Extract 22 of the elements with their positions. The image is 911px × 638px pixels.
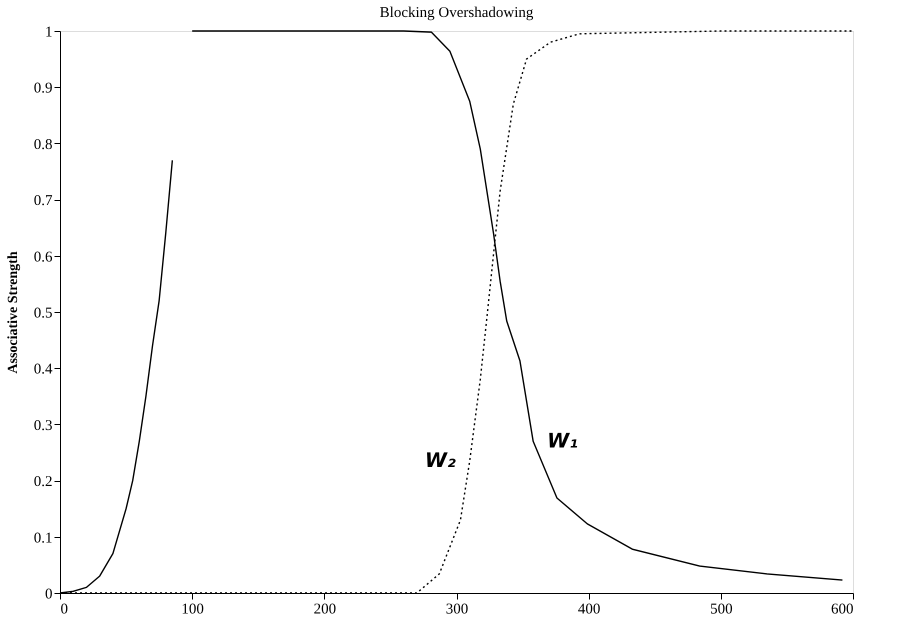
y-tick-label: 0.3 [34, 418, 52, 434]
y-tick-label: 0.1 [34, 530, 52, 546]
chart-title: Blocking Overshadowing [380, 5, 534, 21]
y-tick-label: 0 [45, 586, 52, 602]
x-tick-label: 600 [831, 602, 854, 618]
y-tick-label: 0.5 [34, 306, 52, 322]
y-tick-label: 0.4 [34, 362, 53, 378]
x-tick-label: 500 [710, 602, 733, 618]
series-label: W₁ [547, 428, 578, 452]
y-tick-label: 0.6 [34, 249, 53, 266]
x-tick-label: 400 [578, 602, 600, 618]
y-tick-label: 0.8 [34, 136, 52, 153]
x-tick-label: 0 [60, 602, 68, 618]
x-tick-label: 300 [446, 602, 468, 618]
y-tick-label: 0.2 [34, 474, 52, 490]
y-tick-label: 0.7 [34, 193, 53, 210]
x-tick-label: 200 [314, 602, 336, 618]
y-tick-label: 1 [45, 24, 52, 40]
x-tick-label: 100 [181, 602, 204, 618]
series-label: W₂ [424, 448, 456, 472]
y-axis-title: Associative Strength [6, 251, 21, 374]
y-tick-label: 0.9 [34, 80, 52, 97]
